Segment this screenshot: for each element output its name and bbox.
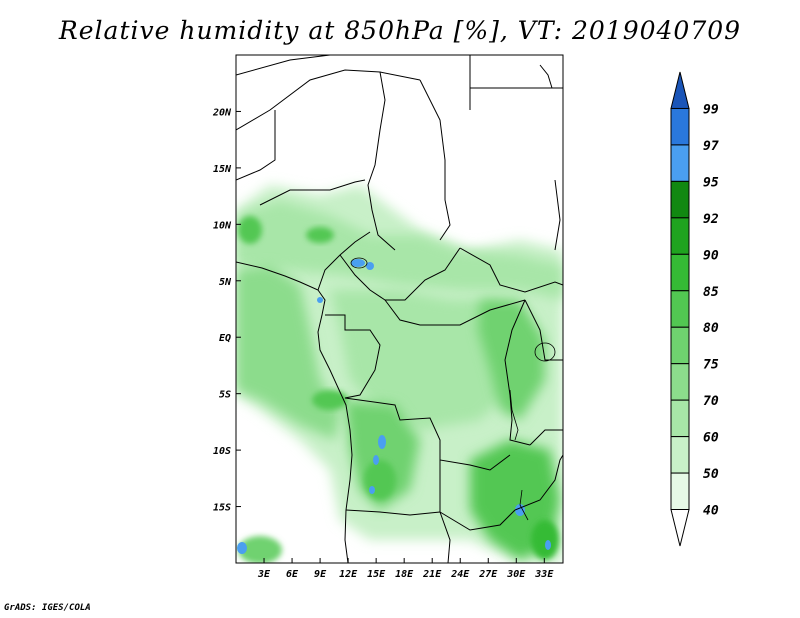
colorbar-level-label: 90	[703, 248, 719, 263]
border-chad-west	[367, 71, 396, 251]
humid-blob-2	[238, 216, 262, 244]
border-red-sea	[539, 64, 553, 89]
lat-tick-label: 15S	[213, 503, 231, 514]
saturated-patches	[237, 259, 551, 554]
border-niger-mali	[236, 110, 276, 181]
border-drc-angola	[344, 397, 511, 471]
lon-tick-label: 9E	[314, 569, 327, 580]
coastline	[236, 261, 353, 563]
colorbar-swatch	[670, 253, 690, 292]
colorbar-level-label: 85	[703, 285, 719, 300]
lat-tick-label: 5S	[219, 390, 231, 401]
lon-tick-label: 21E	[422, 569, 442, 580]
border-drc-east	[504, 299, 531, 446]
border-uganda-kenya	[524, 299, 563, 361]
country-borders	[236, 55, 563, 563]
colorbar-swatch	[670, 144, 690, 182]
map-frame	[235, 54, 564, 564]
lake-chad-outline	[350, 257, 368, 269]
colorbar-level-label: 97	[703, 139, 719, 154]
border-chad-sudan	[419, 79, 451, 241]
colorbar-level-label: 75	[703, 358, 719, 373]
border-algeria-niger	[236, 69, 421, 131]
saturated-patch-angola-2	[373, 455, 379, 465]
lon-tick-label: 15E	[367, 569, 386, 580]
border-niger-south	[259, 179, 366, 206]
lat-tick-label: 15N	[213, 164, 232, 175]
colorbar-swatch	[670, 436, 690, 474]
lon-tick-label: 6E	[286, 569, 299, 580]
colorbar-swatch	[670, 180, 690, 219]
colorbar-level-label: 99	[703, 102, 719, 117]
lake-tanganyika-outline	[509, 389, 519, 441]
border-sudan-ethiopia	[554, 179, 561, 251]
border-sahara-north	[236, 55, 331, 76]
humidity-field	[236, 185, 563, 563]
colorbar-level-label: 70	[703, 394, 719, 409]
lon-tick-label: 18E	[395, 569, 414, 580]
lat-tick-label: EQ	[219, 333, 231, 344]
humid-blob-6	[531, 520, 559, 560]
lon-tick-label: 24E	[450, 569, 470, 580]
colorbar-swatch	[670, 326, 690, 365]
saturated-patch-lake-chad	[351, 259, 365, 267]
credit-label: GrADS: IGES/COLA	[4, 603, 91, 613]
border-tanzania	[529, 429, 563, 446]
saturated-patch-namib	[237, 542, 247, 554]
colorbar-level-label: 50	[703, 467, 719, 482]
humid-blob-5	[238, 536, 282, 563]
colorbar-level-label: 60	[703, 431, 719, 446]
humid-blob-3	[312, 390, 348, 410]
humid-region-great-lakes	[478, 300, 545, 420]
humid-region-sahel-band	[236, 200, 563, 300]
lat-axis: 20N 15N 10N 5N EQ 5S 10S 15S	[212, 107, 241, 514]
saturated-patch-angola-3	[369, 486, 375, 494]
chart-title: Relative humidity at 850hPa [%], VT: 201…	[58, 16, 742, 45]
colorbar-level-label: 40	[703, 504, 719, 519]
border-angola-south	[345, 509, 441, 516]
colorbar-swatch	[670, 472, 690, 511]
colorbar-swatch	[670, 107, 690, 146]
border-mozambique	[514, 454, 563, 511]
colorbar-level-label: 80	[703, 321, 719, 336]
lon-tick-label: 30E	[506, 569, 526, 580]
border-congo	[325, 314, 381, 399]
colorbar-swatch	[670, 363, 690, 401]
lake-malawi-outline	[519, 489, 529, 521]
lat-tick-label: 10S	[213, 446, 231, 457]
colorbar-bottom-arrow	[670, 509, 690, 547]
lon-tick-label: 3E	[257, 569, 271, 580]
lon-axis: 3E 6E 9E 12E 15E 18E 21E 24E 27E 30E 33E	[257, 558, 554, 580]
border-car-drc	[384, 299, 526, 326]
saturated-patch-gabon	[317, 297, 323, 303]
colorbar-swatch	[670, 290, 690, 328]
saturated-patch-angola-1	[378, 435, 386, 449]
lon-tick-label: 12E	[339, 569, 358, 580]
lakes	[350, 257, 556, 521]
humid-region-angola	[345, 400, 420, 510]
lon-tick-label: 27E	[478, 569, 498, 580]
border-namibia-botswana	[439, 511, 451, 563]
lake-victoria-outline	[534, 342, 556, 362]
border-zambia-south	[439, 509, 516, 531]
colorbar-swatch	[670, 217, 690, 255]
colorbar-top-arrow	[670, 71, 690, 109]
border-cameroon-car	[339, 247, 461, 301]
border-sudan-south	[459, 247, 563, 293]
humid-blob-1	[306, 227, 334, 243]
colorbar-level-label: 95	[703, 175, 719, 190]
lat-tick-label: 10N	[213, 220, 232, 231]
saturated-patch-lake-chad-east	[366, 262, 374, 270]
lat-tick-label: 20N	[212, 107, 232, 118]
colorbar-level-label: 92	[703, 212, 719, 227]
lat-tick-label: 5N	[219, 277, 232, 288]
lon-tick-label: 33E	[534, 569, 554, 580]
saturated-patch-mozambique	[545, 540, 551, 550]
colorbar-swatch	[670, 399, 690, 438]
